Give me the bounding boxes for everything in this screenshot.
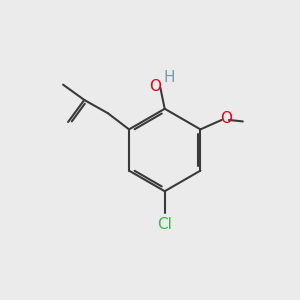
Text: O: O [220,111,232,126]
Text: O: O [149,79,161,94]
Text: Cl: Cl [157,217,172,232]
Text: H: H [164,70,176,85]
